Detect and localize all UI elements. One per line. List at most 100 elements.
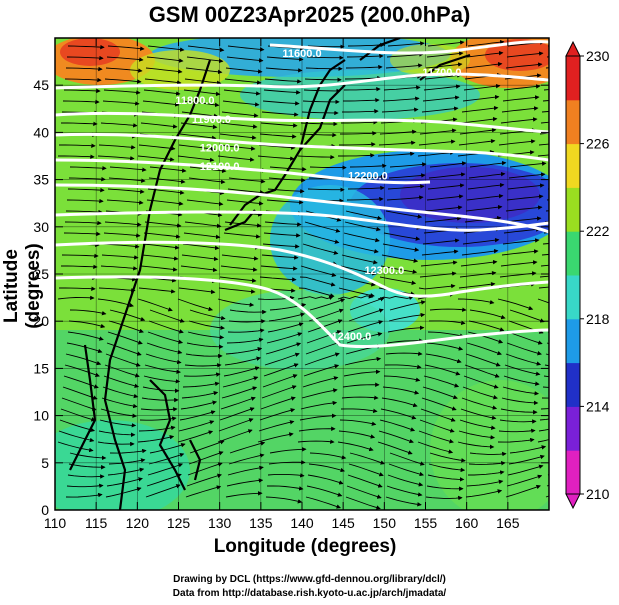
streamline <box>268 312 306 322</box>
streamline <box>460 408 497 420</box>
streamline <box>225 67 263 74</box>
streamline <box>499 419 537 424</box>
streamline <box>379 276 417 285</box>
streamline <box>67 474 105 479</box>
streamline <box>343 369 381 377</box>
streamline <box>185 67 223 75</box>
streamline <box>185 485 222 498</box>
y-tick-label: 20 <box>33 313 49 329</box>
streamline <box>343 97 380 103</box>
streamline <box>508 172 546 179</box>
streamline <box>61 397 97 411</box>
streamline <box>422 95 460 102</box>
streamline <box>506 194 544 201</box>
streamline <box>61 264 98 270</box>
streamline <box>142 100 180 107</box>
contour-label: 11700.0 <box>422 67 461 79</box>
streamline <box>144 78 182 85</box>
streamline <box>142 243 180 250</box>
streamline <box>299 132 337 138</box>
streamline <box>66 55 104 61</box>
streamline <box>147 45 185 52</box>
streamline <box>379 129 417 135</box>
streamline <box>469 160 507 168</box>
streamline <box>463 375 499 389</box>
x-axis-label: Longitude (degrees) <box>213 536 397 557</box>
streamline <box>147 331 184 344</box>
streamline <box>541 397 549 399</box>
streamline <box>57 295 95 301</box>
streamline <box>465 489 503 498</box>
streamline <box>425 205 463 212</box>
streamline <box>108 320 144 333</box>
streamline <box>427 331 465 338</box>
streamline <box>146 56 184 63</box>
colorbar-tick-label: 222 <box>586 223 610 239</box>
streamline <box>302 99 340 105</box>
streamline <box>228 453 265 465</box>
streamline <box>59 419 96 432</box>
streamline <box>140 407 178 412</box>
streamline <box>65 66 103 72</box>
streamline <box>339 419 377 426</box>
streamline <box>344 356 382 366</box>
streamline <box>228 177 266 184</box>
streamline <box>386 195 424 201</box>
streamline <box>182 243 220 251</box>
streamline <box>106 477 143 487</box>
streamline <box>539 132 549 135</box>
streamline <box>188 177 226 185</box>
streamline <box>347 474 383 488</box>
streamline <box>305 496 342 509</box>
streamline <box>301 110 339 116</box>
streamline <box>307 187 345 192</box>
streamline <box>428 463 466 473</box>
streamline <box>337 294 374 300</box>
streamline <box>297 295 334 300</box>
streamline <box>299 413 337 421</box>
streamline <box>146 473 182 487</box>
contour-label: 11900.0 <box>192 114 231 126</box>
colorbar-max-arrow <box>565 40 581 57</box>
streamline <box>389 162 427 168</box>
streamline <box>378 140 416 146</box>
streamline <box>458 430 496 440</box>
coastlines <box>69 38 471 510</box>
colorbar-frame <box>565 55 581 495</box>
streamline <box>148 320 184 334</box>
streamline <box>347 320 384 333</box>
streamline <box>177 298 214 312</box>
streamline <box>497 298 534 311</box>
streamline <box>501 397 539 406</box>
streamline <box>428 320 466 326</box>
streamline <box>465 353 501 367</box>
streamline <box>349 297 385 311</box>
streamline <box>185 353 223 359</box>
streamline <box>263 232 301 238</box>
streamline <box>68 176 106 182</box>
streamline <box>427 474 465 482</box>
streamline <box>146 342 183 355</box>
streamline <box>425 353 462 364</box>
streamline <box>539 418 549 421</box>
streamline <box>506 474 543 487</box>
streamline <box>425 495 463 501</box>
footer-credit-drawing: Drawing by DCL (https://www.gfd-dennou.o… <box>173 574 446 585</box>
streamline <box>268 177 306 183</box>
streamline <box>419 128 457 135</box>
streamline <box>377 151 415 157</box>
streamline <box>467 182 505 190</box>
streamline <box>219 133 257 140</box>
x-axis-ticks: 110 115 120 125 130 135 140 145 150 155 160 165 <box>44 38 520 531</box>
streamline <box>103 89 141 95</box>
colorbar-segment <box>566 99 580 145</box>
streamline <box>177 430 214 443</box>
streamline <box>501 249 539 256</box>
streamline <box>347 185 385 191</box>
streamline <box>186 342 224 349</box>
streamline <box>268 460 306 465</box>
streamline <box>309 452 347 460</box>
streamline <box>341 120 378 125</box>
streamline <box>265 67 303 73</box>
streamline <box>462 94 500 102</box>
